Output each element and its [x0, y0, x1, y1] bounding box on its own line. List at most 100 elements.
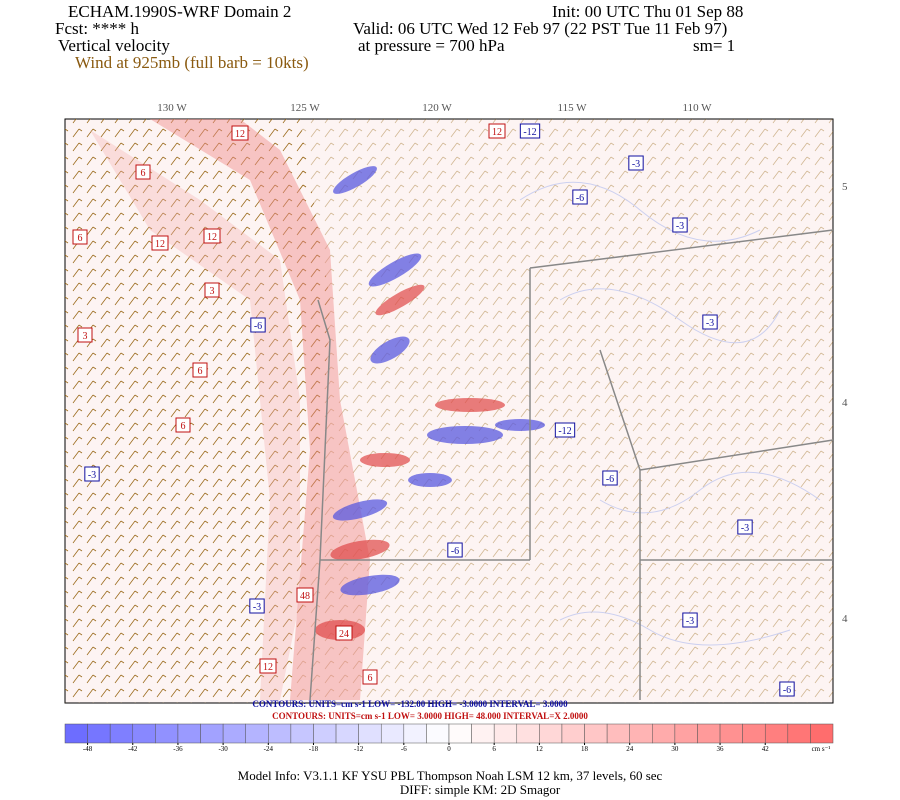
contour-label-box — [175, 417, 191, 433]
colorbar-cell — [177, 723, 201, 744]
contour-label-box — [135, 164, 151, 180]
contour-label: 12 — [492, 127, 502, 138]
colorbar-cell — [87, 723, 111, 744]
colorbar-cell — [358, 723, 382, 744]
contour-label: 48 — [300, 591, 310, 602]
longitude-label: 115 W — [557, 102, 587, 114]
contour-label-box — [192, 362, 208, 378]
colorbar-tick-label: 36 — [717, 745, 725, 753]
colorbar-tick-label: -24 — [264, 745, 274, 753]
colorbar-tick-label: -12 — [354, 745, 364, 753]
colorbar-cell — [652, 723, 676, 744]
init-time: Init: 00 UTC Thu 01 Sep 88 — [552, 2, 743, 21]
blue-contour-info: CONTOURS: UNITS=cm s-1 LOW= -132.00 HIGH… — [252, 699, 568, 709]
contour-label: 6 — [368, 673, 373, 684]
contour-label: -6 — [576, 193, 584, 204]
diff-info: DIFF: simple KM: 2D Smagor — [400, 782, 561, 797]
map-area — [64, 118, 834, 704]
contour-label: -3 — [706, 318, 714, 329]
contour-label: 6 — [78, 233, 83, 244]
colorbar-cell — [448, 723, 472, 744]
latitude-label: 5 — [842, 181, 848, 193]
level: at pressure = 700 hPa — [358, 36, 505, 55]
contour-label-box — [628, 155, 644, 171]
contour-label-box — [672, 217, 688, 233]
colorbar-tick-label: -36 — [173, 745, 183, 753]
longitude-label: 110 W — [682, 102, 712, 114]
updraft-blobs — [332, 166, 545, 596]
wind-note: Wind at 925mb (full barb = 10kts) — [75, 53, 309, 72]
colorbar-cell — [719, 723, 743, 744]
colorbar-tick-label: 6 — [492, 745, 496, 753]
colorbar-cell — [426, 723, 450, 744]
colorbar-cell — [64, 723, 88, 744]
contour-label-box — [488, 123, 506, 139]
contour-label: -12 — [523, 127, 536, 138]
colorbar-tick-label: 24 — [626, 745, 634, 753]
contour-label-box — [72, 229, 88, 245]
contour-label-box — [259, 658, 277, 674]
contour-label-box — [231, 125, 249, 141]
colorbar-cell — [764, 723, 789, 744]
contour-label: -6 — [254, 321, 262, 332]
colorbar-cell — [539, 723, 563, 744]
contour-label-box — [779, 681, 795, 697]
contour-label: -6 — [606, 474, 614, 485]
colorbar-tick-label: 30 — [671, 745, 679, 753]
contour-label-box — [296, 587, 314, 603]
contour-label: -3 — [253, 602, 261, 613]
colorbar-cell — [313, 723, 337, 744]
colorbar-cell — [787, 723, 811, 744]
contour-label-box — [151, 235, 169, 251]
contour-label-box — [682, 612, 698, 628]
contour-label-box — [249, 598, 265, 614]
contour-label: -6 — [783, 685, 791, 696]
contour-label-box — [519, 123, 541, 139]
contour-label-box — [203, 228, 221, 244]
colorbar-tick-label: 12 — [536, 745, 544, 753]
title: ECHAM.1990S-WRF Domain 2 — [68, 2, 291, 21]
contour-label-box — [572, 189, 588, 205]
contour-label: -12 — [558, 426, 571, 437]
contour-label: -3 — [741, 523, 749, 534]
colorbar-cell — [742, 723, 766, 744]
contour-label-box — [335, 625, 353, 641]
colorbar-cell — [493, 723, 518, 744]
colorbar-cell — [606, 723, 630, 744]
colorbar-tick-label: -42 — [128, 745, 138, 753]
colorbar-cell — [245, 723, 269, 744]
contour-label-box — [602, 470, 618, 486]
longitude-label: 120 W — [422, 102, 452, 114]
contour-label-box — [204, 282, 220, 298]
colorbar-tick-label: -30 — [218, 745, 228, 753]
colorbar-tick-label: 0 — [447, 745, 451, 753]
colorbar-cell — [697, 723, 721, 744]
colorbar-cell — [810, 723, 834, 744]
model-info: Model Info: V3.1.1 KF YSU PBL Thompson N… — [238, 768, 663, 783]
colorbar-cell — [132, 723, 156, 744]
contour-label: -3 — [686, 616, 694, 627]
forecast: Fcst: **** h — [55, 19, 140, 38]
red-contour-info: CONTOURS: UNITS=cm s-1 LOW= 3.0000 HIGH=… — [272, 711, 588, 721]
contour-label-box — [84, 466, 100, 482]
contour-label-box — [737, 519, 753, 535]
colorbar-cell — [200, 723, 224, 744]
colorbar-cell — [471, 723, 495, 744]
contour-label: 3 — [83, 331, 88, 342]
longitude-label: 130 W — [157, 102, 187, 114]
colorbar-cell — [403, 723, 427, 744]
colorbar-tick-label: 42 — [762, 745, 770, 753]
contour-label: 12 — [155, 239, 165, 250]
colorbar-cell — [268, 723, 292, 744]
contour-label: 6 — [181, 421, 186, 432]
longitude-label: 125 W — [290, 102, 320, 114]
contour-label: 12 — [263, 662, 273, 673]
colorbar-cell — [290, 723, 314, 744]
contour-label: 6 — [198, 366, 203, 377]
colorbar-cell — [674, 723, 698, 744]
contour-label: 6 — [141, 168, 146, 179]
latitude-label: 4 — [842, 613, 848, 625]
latitude-label: 4 — [842, 397, 848, 409]
contour-label-box — [362, 669, 378, 685]
